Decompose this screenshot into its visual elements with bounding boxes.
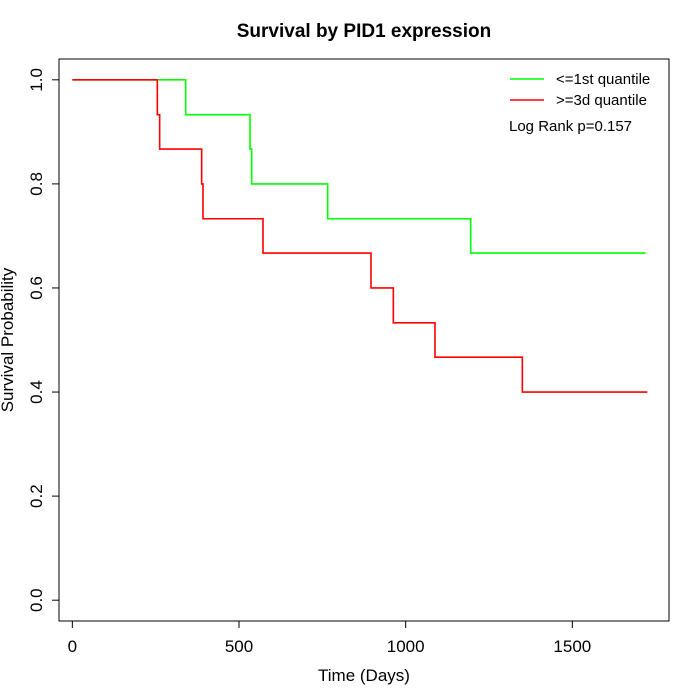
x-tick-label: 0 [68,637,77,656]
y-tick-label: 1.0 [27,68,46,92]
x-axis-label: Time (Days) [318,666,410,685]
x-tick-label: 500 [225,637,253,656]
legend: <=1st quantile >=3d quantile [510,71,650,109]
x-tick-label: 1500 [553,637,591,656]
y-axis-label: Survival Probability [0,267,17,412]
y-tick-label: 0.4 [27,380,46,404]
legend-label: <=1st quantile [556,71,650,88]
y-axis: 0.0 0.2 0.4 0.6 0.8 1.0 [27,68,60,612]
series-line-0 [72,79,646,254]
y-tick-label: 0.6 [27,276,46,300]
chart-title: Survival by PID1 expression [237,21,492,42]
y-tick-label: 0.2 [27,484,46,508]
y-tick-label: 0.0 [27,588,46,612]
y-tick-label: 0.8 [27,172,46,196]
x-axis: 0 500 1000 1500 [68,620,591,656]
plot-frame [58,58,670,622]
log-rank-annotation: Log Rank p=0.157 [509,118,632,135]
legend-label: >=3d quantile [556,92,647,109]
series-line-1 [72,79,648,393]
x-tick-label: 1000 [387,637,425,656]
series-layer [72,79,648,393]
